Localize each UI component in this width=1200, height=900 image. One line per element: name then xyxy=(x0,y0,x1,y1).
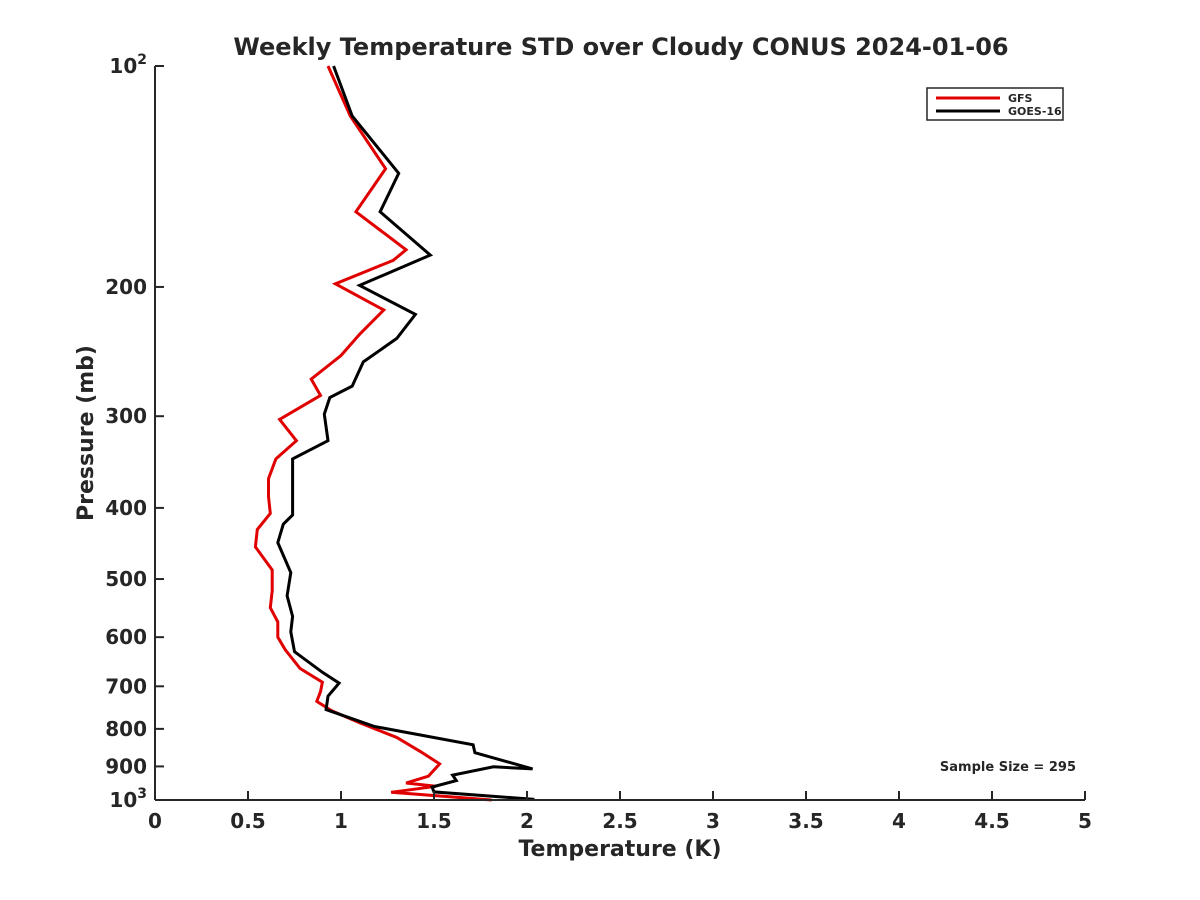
y-axis-title: Pressure (mb) xyxy=(74,345,99,521)
y-tick-label: 500 xyxy=(105,567,147,591)
x-tick-label: 0.5 xyxy=(230,809,265,833)
x-tick-label: 3.5 xyxy=(788,809,823,833)
x-ticks: 0 0.5 1 1.5 2 2.5 3 3.5 4 4.5 5 xyxy=(148,791,1092,833)
y-tick-label: 400 xyxy=(105,496,147,520)
x-axis-title: Temperature (K) xyxy=(518,837,721,862)
y-tick-label: 102 xyxy=(109,52,147,78)
series-line-goes-16 xyxy=(276,65,535,801)
x-tick-label: 1 xyxy=(334,809,348,833)
series-layer xyxy=(253,65,535,802)
y-tick-base: 10 xyxy=(109,788,137,812)
y-tick-base: 10 xyxy=(109,54,137,78)
x-tick-label: 0 xyxy=(148,809,162,833)
y-tick-exponent: 2 xyxy=(137,52,147,68)
legend-box xyxy=(926,87,1064,121)
series-line-gfs xyxy=(253,65,492,802)
x-tick-label: 4 xyxy=(892,809,906,833)
x-tick-label: 2 xyxy=(520,809,534,833)
chart-title: Weekly Temperature STD over Cloudy CONUS… xyxy=(233,33,1008,61)
y-tick-label: 900 xyxy=(105,754,147,778)
y-tick-label: 600 xyxy=(105,625,147,649)
legend-label: GFS xyxy=(1008,92,1033,105)
x-tick-label: 4.5 xyxy=(974,809,1009,833)
y-tick-label: 300 xyxy=(105,404,147,428)
y-tick-exponent: 3 xyxy=(137,786,147,802)
y-tick-label: 800 xyxy=(105,717,147,741)
x-tick-label: 2.5 xyxy=(602,809,637,833)
x-tick-label: 5 xyxy=(1078,809,1092,833)
x-tick-label: 1.5 xyxy=(416,809,451,833)
legend-label: GOES-16 xyxy=(1008,105,1062,118)
x-tick-label: 3 xyxy=(706,809,720,833)
y-tick-label: 103 xyxy=(109,786,147,812)
y-tick-label: 700 xyxy=(105,674,147,698)
sample-size-annotation: Sample Size = 295 xyxy=(940,760,1076,775)
y-tick-label: 200 xyxy=(105,275,147,299)
